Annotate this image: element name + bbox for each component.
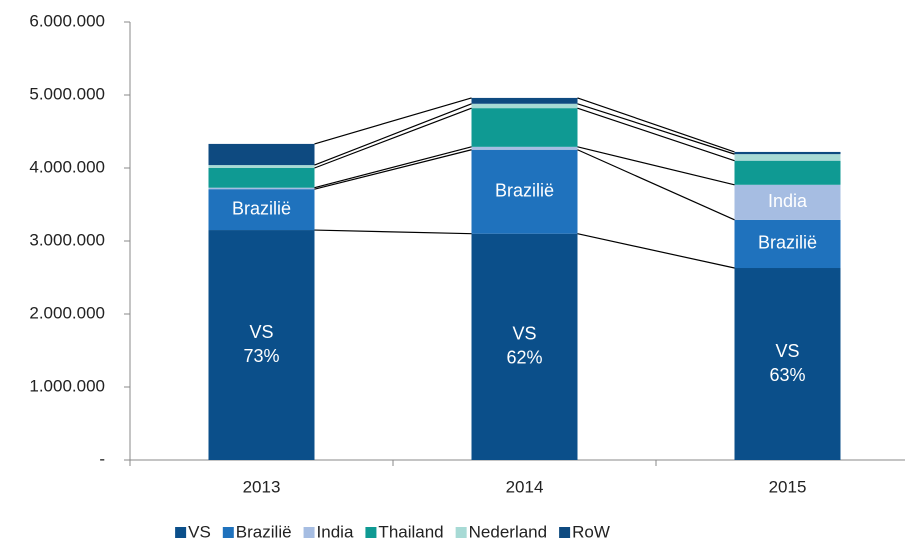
connector <box>577 97 735 153</box>
segment-label: VS <box>249 322 273 342</box>
bar-segment <box>208 189 315 231</box>
bar-segment <box>208 230 315 460</box>
legend-swatch <box>365 527 377 538</box>
connector <box>577 149 735 221</box>
segment-share: 73% <box>243 346 279 366</box>
segment-share: 62% <box>506 348 542 368</box>
legend-label: VS <box>188 522 211 541</box>
y-tick-label: 1.000.000 <box>29 376 105 395</box>
connector <box>577 146 735 186</box>
bar-segment <box>734 154 841 161</box>
bar-segment <box>734 151 841 155</box>
y-tick-label: - <box>99 449 105 468</box>
legend-swatch <box>303 527 315 538</box>
legend-swatch <box>559 527 571 538</box>
bar-segment <box>208 165 315 168</box>
bar-segment <box>208 187 315 190</box>
connector <box>314 97 472 145</box>
connector <box>314 146 472 189</box>
segment-label: VS <box>775 341 799 361</box>
bar-segment <box>471 103 578 109</box>
segment-label: Brazilië <box>232 198 291 218</box>
bar-segment <box>471 233 578 460</box>
bar-segment <box>208 143 315 166</box>
connector <box>314 103 472 166</box>
bar-segment <box>734 219 841 269</box>
y-tick-label: 3.000.000 <box>29 230 105 249</box>
segment-label: Brazilië <box>758 233 817 253</box>
bar-segment <box>734 268 841 460</box>
x-tick-label: 2015 <box>769 477 807 496</box>
bar-segment <box>471 108 578 147</box>
legend-label: India <box>317 522 354 541</box>
segment-label: Brazilië <box>495 180 554 200</box>
bar-segment <box>734 160 841 185</box>
x-tick-label: 2014 <box>506 477 544 496</box>
connector <box>577 107 735 162</box>
legend-label: Nederland <box>469 522 547 541</box>
legend-label: Thailand <box>378 522 443 541</box>
legend-swatch <box>455 527 467 538</box>
connector <box>577 233 735 269</box>
legend: VS Brazilië India Thailand Nederland RoW <box>175 522 610 541</box>
y-tick-label: 5.000.000 <box>29 84 105 103</box>
connector <box>314 149 472 190</box>
legend-swatch <box>175 527 187 538</box>
segment-label: VS <box>512 324 536 344</box>
segment-label: India <box>768 191 808 211</box>
bar-segment <box>208 168 315 188</box>
y-tick-label: 2.000.000 <box>29 303 105 322</box>
bar-segment <box>471 146 578 150</box>
bar-segment <box>471 149 578 234</box>
y-tick-label: 6.000.000 <box>29 11 105 30</box>
bar-segment <box>734 184 841 220</box>
legend-swatch <box>222 527 234 538</box>
segment-share: 63% <box>769 365 805 385</box>
bar-segment <box>471 97 578 104</box>
y-tick-label: 4.000.000 <box>29 157 105 176</box>
legend-label: Brazilië <box>236 522 292 541</box>
connector <box>314 107 472 169</box>
connector <box>577 103 735 155</box>
connector <box>314 229 472 235</box>
legend-label: RoW <box>572 522 610 541</box>
x-tick-label: 2013 <box>243 477 281 496</box>
